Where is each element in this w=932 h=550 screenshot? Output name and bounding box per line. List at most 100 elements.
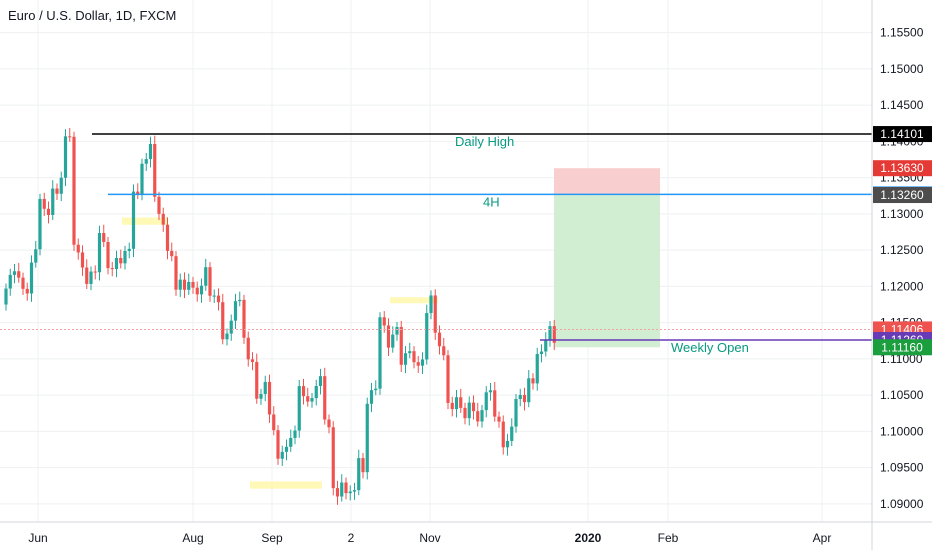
candle-body — [514, 399, 518, 427]
candle-body — [335, 488, 340, 497]
candle-body — [361, 458, 365, 473]
candle-body — [165, 224, 170, 251]
highlight-box — [390, 297, 438, 304]
candle-body — [123, 251, 127, 264]
candle-body — [340, 482, 344, 497]
candle-body — [284, 446, 289, 452]
candle-body — [208, 267, 212, 296]
candle-body — [527, 378, 531, 403]
candle-body — [17, 271, 21, 278]
candle-body — [365, 403, 369, 473]
x-tick-label: Sep — [261, 531, 283, 545]
stop-tag-bg — [873, 160, 932, 177]
candle-body — [378, 317, 382, 389]
candle-body — [399, 327, 403, 365]
candle-body — [344, 482, 348, 494]
candle-body — [85, 267, 89, 284]
candle-body — [182, 279, 187, 290]
candle-body — [476, 411, 480, 422]
candle-body — [34, 249, 38, 263]
candle-body — [114, 257, 119, 269]
candle-body — [12, 271, 17, 275]
candle-body — [293, 430, 297, 438]
candle-body — [68, 136, 72, 138]
h4-label: 4H — [483, 194, 500, 209]
candle-body — [501, 421, 505, 448]
candle-body — [42, 198, 46, 209]
entry-tag: 1.13260 — [880, 188, 924, 202]
candle-body — [539, 351, 544, 355]
candle-body — [463, 407, 467, 419]
candle-body — [255, 361, 259, 399]
candle-body — [259, 393, 263, 399]
y-tick-label: 1.12000 — [880, 279, 924, 293]
candle-body — [420, 359, 425, 366]
candle-body — [442, 346, 446, 356]
candle-body — [289, 437, 293, 447]
chart-title: Euro / U.S. Dollar, 1D, FXCM — [8, 8, 177, 23]
candle-body — [140, 163, 144, 195]
y-tick-label: 1.11000 — [880, 352, 923, 366]
candle-body — [204, 267, 208, 286]
y-tick-label: 1.10500 — [880, 388, 924, 402]
daily-high-tag-bg — [873, 126, 932, 143]
candle-body — [310, 398, 314, 402]
highlight-box — [122, 217, 168, 225]
candle-body — [233, 301, 238, 321]
x-tick-label: Nov — [419, 531, 440, 545]
candle-body — [369, 390, 374, 404]
candle-body — [412, 351, 416, 363]
candle-body — [386, 325, 391, 348]
candle-body — [153, 143, 157, 197]
candle-body — [238, 299, 242, 302]
candle-body — [505, 440, 510, 448]
candle-body — [29, 262, 34, 294]
candle-body — [216, 295, 221, 303]
candle-body — [518, 394, 522, 400]
candle-body — [403, 353, 408, 365]
candle-body — [548, 326, 552, 341]
candle-body — [55, 188, 59, 194]
candle-body — [272, 414, 276, 431]
candle-body — [242, 299, 246, 338]
candle-body — [72, 136, 76, 245]
candle-body — [471, 402, 476, 412]
x-tick-label: 2 — [348, 531, 355, 545]
highlight-box — [250, 481, 322, 489]
candle-body — [306, 396, 310, 402]
candle-body — [480, 410, 484, 422]
candle-body — [106, 241, 110, 269]
candle-body — [136, 191, 140, 195]
x-tick-label: Feb — [658, 531, 679, 545]
x-tick-label: Apr — [813, 531, 832, 545]
candle-body — [59, 177, 63, 194]
entry-tag-bg — [873, 187, 932, 204]
candle-body — [437, 332, 442, 347]
candle-body — [25, 288, 29, 294]
candle-body — [199, 285, 204, 295]
candle-body — [454, 397, 459, 410]
candle-body — [191, 281, 195, 288]
y-tick-label: 1.14500 — [880, 98, 924, 112]
candle-body — [510, 426, 514, 441]
candle-body — [229, 320, 233, 334]
candle-body — [301, 386, 306, 397]
target-tag: 1.11160 — [881, 340, 923, 354]
candle-body — [161, 213, 165, 225]
candle-body — [429, 295, 433, 314]
candle-body — [280, 451, 284, 459]
candle-body — [195, 287, 199, 295]
x-tick-label: Jun — [28, 531, 47, 545]
y-tick-label: 1.15000 — [880, 62, 924, 76]
candle-body — [327, 419, 331, 428]
candle-body — [497, 416, 501, 422]
x-tick-label: 2020 — [575, 531, 602, 545]
candle-body — [8, 274, 12, 289]
candle-body — [250, 359, 255, 362]
candle-body — [110, 268, 114, 270]
candle-body — [89, 271, 93, 284]
candle-body — [522, 394, 527, 403]
target-zone — [554, 194, 660, 348]
candle-body — [93, 271, 97, 273]
